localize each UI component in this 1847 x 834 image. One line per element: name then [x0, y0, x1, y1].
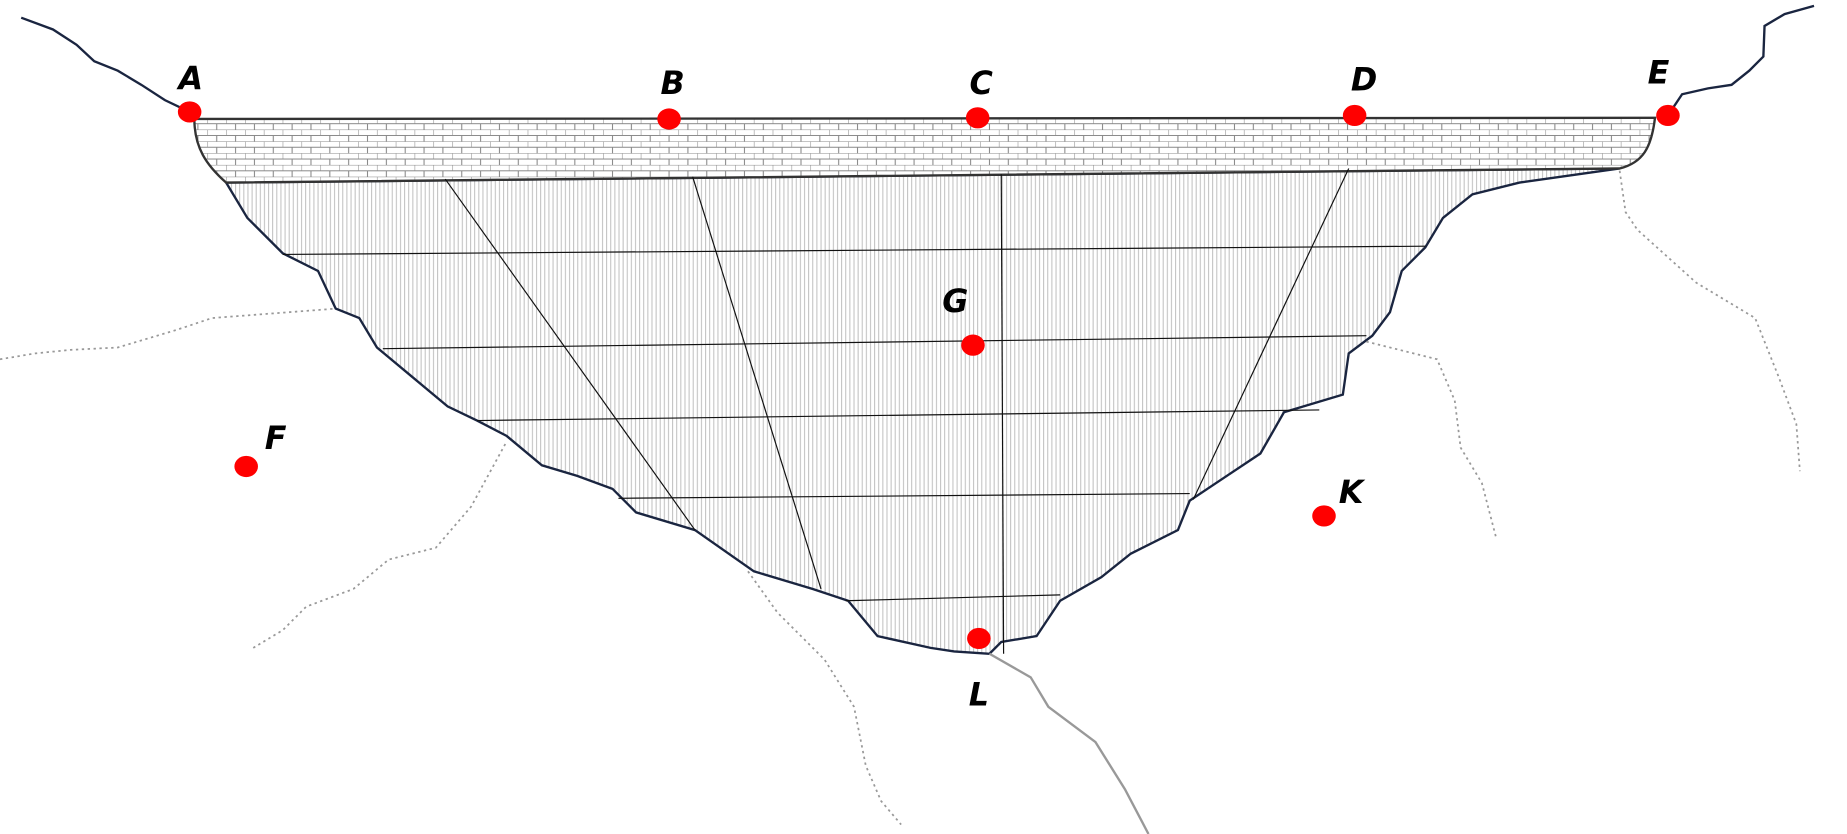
label-k: K: [1339, 474, 1366, 511]
label-c: C: [970, 65, 994, 102]
point-d: [1342, 104, 1367, 127]
point-k: [1312, 505, 1336, 527]
points: [177, 101, 1680, 650]
point-a: [177, 101, 202, 123]
grid-lines: [282, 168, 1426, 654]
point-g: [961, 334, 985, 356]
point-b: [657, 108, 681, 130]
label-l: L: [969, 677, 989, 714]
point-e: [1656, 104, 1680, 127]
label-e: E: [1648, 55, 1670, 92]
point-f: [234, 455, 258, 478]
streams: [0, 170, 1801, 826]
outlet-stream: [988, 652, 1150, 834]
label-a: A: [176, 61, 204, 98]
dam-body: [224, 167, 1620, 655]
rivers: [20, 4, 1815, 117]
dam-crest: [193, 116, 1657, 184]
point-c: [965, 107, 990, 129]
label-d: D: [1351, 62, 1377, 99]
point-l: [967, 627, 991, 650]
label-f: F: [265, 420, 287, 457]
label-g: G: [942, 283, 968, 320]
label-b: B: [660, 65, 684, 102]
point-labels: A B C D E F G K L: [176, 55, 1670, 714]
